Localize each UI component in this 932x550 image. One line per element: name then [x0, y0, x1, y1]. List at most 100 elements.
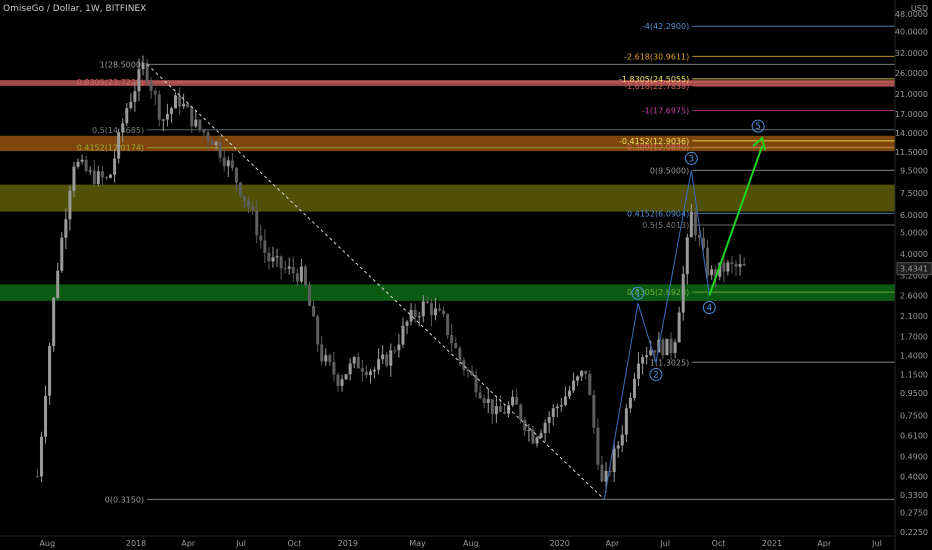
candle-body-87	[389, 350, 393, 366]
candle-body-130	[563, 396, 567, 406]
wave-label-5: 5	[755, 122, 761, 132]
fib-extension-label-11: 1(1.3025)	[650, 358, 689, 367]
candle-body-82	[368, 371, 372, 376]
x-tick-2: Apr	[181, 539, 196, 548]
y-tick-11: 5.0000	[900, 228, 928, 237]
candle-body-155	[665, 338, 669, 356]
candle-body-41	[202, 129, 206, 133]
candle-body-135	[584, 370, 588, 374]
candle-body-150	[645, 355, 649, 358]
candle-body-13	[88, 170, 92, 172]
candle-body-28	[149, 81, 153, 91]
candle-body-42	[206, 132, 210, 141]
candle-body-47	[226, 160, 230, 167]
candle-body-48	[230, 160, 234, 168]
candle-body-76	[344, 374, 348, 380]
candle-body-78	[352, 357, 356, 364]
candle-body-55	[259, 235, 263, 241]
candle-body-143	[616, 445, 620, 449]
candle-body-152	[653, 350, 657, 353]
candle-body-173	[738, 263, 742, 267]
candle-body-34	[174, 95, 178, 109]
candle-body-100	[442, 310, 446, 315]
wave-label-3: 3	[688, 154, 694, 164]
candle-body-172	[734, 263, 738, 267]
candle-body-167	[714, 269, 718, 277]
x-tick-6: May	[409, 539, 426, 548]
candle-body-136	[588, 373, 592, 396]
candle-body-36	[182, 103, 186, 107]
candle-body-110	[482, 398, 486, 404]
candle-body-67	[308, 285, 312, 306]
fib-retracement-label-1: 0.8305(23.7228)	[77, 78, 144, 87]
zone-band-3	[0, 284, 895, 301]
candle-body-44	[214, 141, 218, 146]
candle-body-145	[624, 408, 628, 435]
candle-body-20	[117, 132, 121, 159]
candle-body-21	[121, 123, 125, 133]
candle-body-147	[632, 378, 636, 398]
wave-marker-1	[631, 286, 645, 300]
candle-body-10	[76, 161, 80, 167]
candle-body-51	[243, 195, 247, 201]
zone-band-2	[0, 184, 895, 212]
fib-extension-label-0: -4(42.2900)	[642, 22, 689, 31]
candle-body-105	[462, 360, 466, 370]
candle-body-7	[64, 219, 68, 238]
y-tick-14: 2.6000	[900, 292, 928, 301]
candle-body-174	[742, 263, 746, 266]
wave-marker-3	[684, 151, 698, 165]
candle-body-57	[267, 252, 271, 262]
fib-extension-label-8: 0.4152(6.0904)	[627, 209, 689, 218]
wave-label-2: 2	[653, 370, 659, 380]
candle-body-40	[198, 119, 202, 130]
candle-body-15	[96, 171, 100, 185]
candle-body-69	[316, 316, 320, 345]
candle-body-101	[446, 314, 450, 336]
candle-body-116	[507, 405, 511, 414]
y-tick-12: 4.0000	[900, 250, 928, 259]
candle-body-52	[247, 200, 251, 207]
wave-label-4: 4	[706, 304, 712, 314]
candle-body-123	[535, 437, 539, 444]
x-tick-4: Oct	[288, 539, 302, 548]
candles-layer	[35, 55, 746, 493]
y-tick-21: 0.6100	[900, 432, 928, 441]
last-price-tag	[896, 262, 932, 276]
candle-body-53	[251, 206, 255, 211]
candle-body-144	[620, 434, 624, 446]
candle-body-129	[559, 405, 563, 407]
candle-body-9	[72, 166, 76, 191]
candle-body-50	[238, 182, 242, 196]
y-tick-16: 1.7000	[900, 333, 928, 342]
fib-retracement-label-4: 0(0.3150)	[105, 495, 144, 504]
candle-body-89	[397, 344, 401, 351]
candle-body-149	[641, 357, 645, 364]
candle-body-56	[263, 240, 267, 253]
fib-extension-label-10: 0.8305(2.6920)	[627, 288, 689, 297]
fib-extension-label-1: -2.618(30.9611)	[624, 52, 689, 61]
candle-body-133	[576, 376, 580, 381]
x-tick-7: Aug	[463, 539, 479, 548]
candle-body-141	[608, 470, 612, 473]
y-tick-13: 3.2000	[900, 271, 928, 280]
wave-marker-4	[702, 301, 716, 315]
candle-body-73	[332, 361, 336, 375]
fib-retracement-label-3: 0.4152(12.0174)	[77, 144, 144, 153]
y-tick-4: 21.0000	[895, 90, 928, 99]
candle-body-120	[523, 419, 527, 431]
candle-body-85	[381, 354, 385, 360]
candle-body-0	[35, 476, 39, 478]
candle-body-8	[68, 190, 72, 220]
candle-body-64	[295, 273, 299, 282]
candle-body-128	[555, 406, 559, 409]
candle-body-161	[689, 211, 693, 238]
fib-retracement-label-2: 0.5(14.4685)	[92, 126, 144, 135]
candle-body-39	[194, 119, 198, 127]
fib-extension-label-9: 0.5(5.4013)	[642, 221, 689, 230]
candle-body-151	[649, 350, 653, 356]
candle-body-63	[291, 266, 295, 274]
wave-marker-2	[649, 367, 663, 381]
